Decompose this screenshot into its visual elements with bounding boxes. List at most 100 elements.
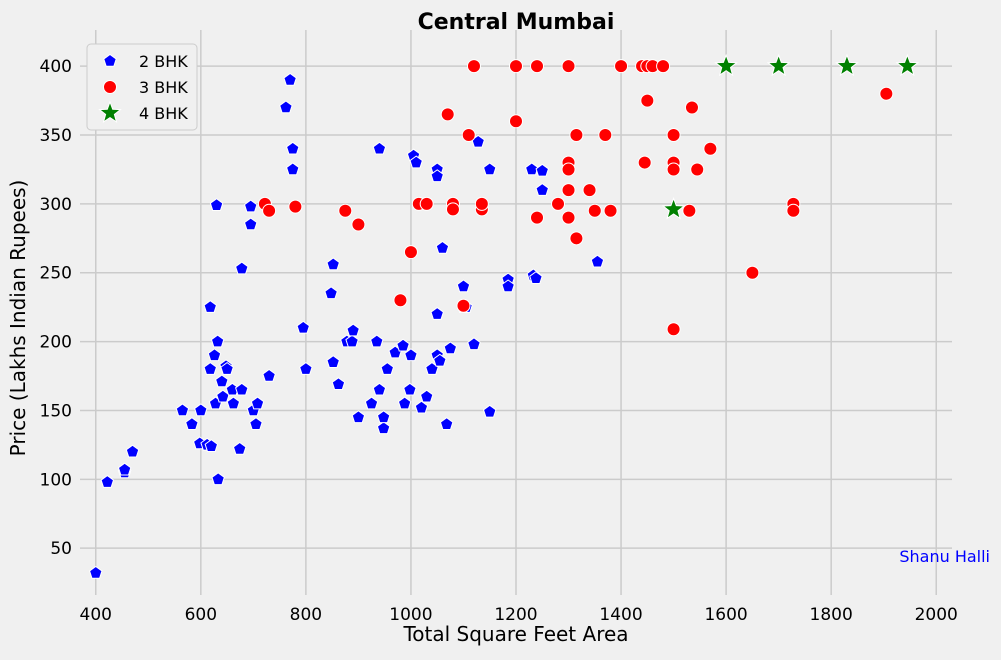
data-point (403, 245, 418, 260)
legend-marker (103, 80, 117, 94)
y-axis-label: Price (Lakhs Indian Rupees) (6, 180, 30, 457)
data-point (569, 231, 584, 246)
data-point (430, 169, 444, 183)
data-point (370, 334, 384, 348)
tick-labels: 400 600 800 1000 1200 1400 1600 1800 2000 50 100 15… (40, 57, 958, 625)
data-point (279, 100, 293, 114)
data-point (603, 203, 618, 218)
data-point (204, 439, 219, 453)
data-point (467, 337, 481, 351)
x-tick-label: 1000 (389, 605, 432, 625)
data-point (561, 183, 576, 198)
data-point (637, 155, 652, 170)
data-point (661, 196, 686, 220)
data-point (210, 334, 225, 348)
data-point (561, 59, 576, 74)
data-point (326, 257, 340, 271)
data-point (203, 300, 218, 313)
data-point (409, 155, 423, 169)
data-point (690, 162, 705, 177)
data-point (235, 382, 249, 396)
data-point (88, 565, 103, 579)
data-points (88, 53, 920, 579)
legend-label: 2 BHK (139, 52, 188, 71)
data-point (879, 86, 894, 101)
data-point (530, 59, 545, 74)
x-tick-label: 1200 (494, 605, 537, 625)
data-point (501, 279, 515, 293)
legend-marker (98, 100, 122, 124)
data-point (299, 362, 313, 375)
data-point (414, 400, 429, 414)
legend-marker (103, 53, 117, 67)
data-point (482, 162, 497, 176)
data-point (243, 199, 258, 213)
data-point (445, 202, 460, 217)
data-point (326, 355, 340, 369)
data-point (403, 382, 417, 396)
data-point (430, 306, 444, 320)
data-point (895, 53, 920, 77)
data-point (666, 128, 681, 143)
data-point (372, 382, 387, 396)
data-point (372, 141, 387, 155)
annotation-text: Shanu Halli (899, 547, 990, 566)
data-point (397, 396, 412, 410)
data-point (376, 421, 391, 435)
y-tick-label: 350 (40, 126, 72, 146)
data-point (524, 162, 539, 176)
data-point (656, 59, 671, 74)
data-point (456, 279, 471, 293)
y-tick-label: 150 (40, 401, 72, 421)
data-point (346, 323, 360, 337)
data-point (404, 348, 418, 362)
data-point (509, 114, 523, 129)
data-point (509, 59, 523, 74)
data-point (396, 338, 410, 352)
x-tick-label: 800 (290, 605, 322, 625)
data-point (582, 183, 597, 198)
data-point (419, 196, 434, 211)
data-point (331, 377, 346, 391)
data-point (714, 53, 738, 77)
data-point (185, 417, 199, 430)
data-point (587, 203, 602, 218)
data-point (682, 203, 697, 218)
data-point (194, 403, 208, 417)
data-point (250, 396, 265, 410)
data-point (684, 100, 699, 115)
grid-lines (80, 30, 952, 595)
x-tick-label: 1400 (599, 605, 642, 625)
data-point (482, 404, 497, 418)
data-point (530, 210, 545, 225)
data-point (211, 472, 225, 486)
legend-label: 4 BHK (139, 104, 188, 123)
data-point (232, 441, 247, 455)
data-point (666, 322, 681, 337)
data-point (569, 128, 584, 143)
legend: 2 BHK 3 BHK 4 BHK (86, 43, 198, 131)
data-point (364, 396, 379, 410)
data-point (226, 396, 241, 410)
y-tick-label: 100 (40, 470, 72, 490)
data-point (551, 196, 566, 211)
data-point (598, 128, 613, 143)
data-point (345, 334, 359, 348)
data-point (745, 265, 760, 280)
y-tick-label: 300 (40, 195, 72, 215)
series-1 (257, 59, 894, 337)
data-point (243, 217, 258, 231)
data-point (419, 389, 434, 403)
data-point (351, 217, 366, 232)
data-point (590, 254, 605, 268)
data-point (283, 72, 297, 86)
data-point (351, 410, 366, 424)
data-point (324, 286, 338, 300)
data-point (561, 210, 576, 225)
data-point (466, 59, 481, 74)
chart-title: Central Mumbai (418, 10, 615, 35)
data-point (561, 162, 576, 177)
data-point (443, 341, 458, 355)
